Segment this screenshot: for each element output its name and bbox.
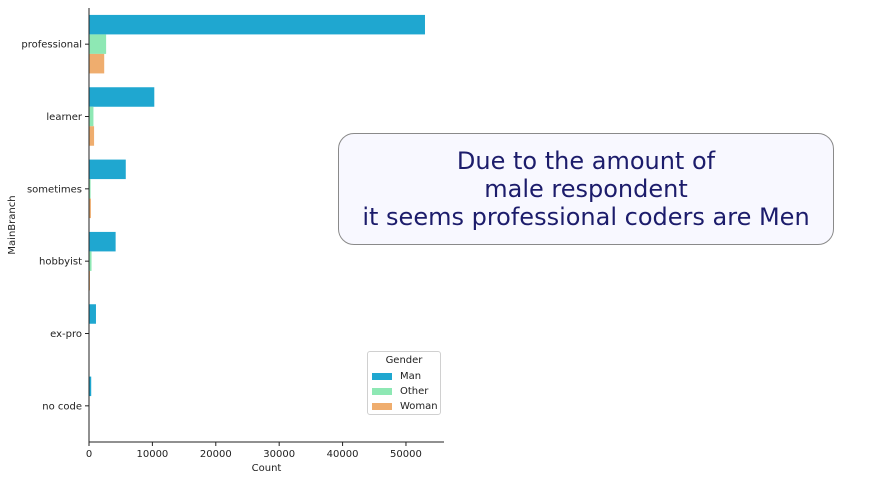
bar-woman-professional <box>89 53 105 74</box>
bar-man-hobbyist <box>89 231 116 252</box>
y-tick-label: hobbyist <box>39 257 82 268</box>
bar-other-learner <box>89 106 94 127</box>
legend-swatch-man <box>372 373 392 380</box>
x-tick-label: 0 <box>86 449 92 460</box>
legend-item-other: Other <box>368 384 440 399</box>
x-tick-label: 30000 <box>263 449 295 460</box>
y-tick-label: ex-pro <box>50 329 82 340</box>
legend: Gender Man Other Woman <box>367 351 441 415</box>
bar-man-learner <box>89 87 155 107</box>
bar-man-professional <box>89 14 425 35</box>
annotation-line-1: Due to the amount of <box>456 147 716 175</box>
x-axis-label: Count <box>252 463 282 474</box>
bar-man-no-code <box>89 376 92 397</box>
legend-label-other: Other <box>400 386 429 397</box>
y-tick-label: no code <box>42 401 82 412</box>
bar-other-sometimes <box>89 179 91 199</box>
bar-man-sometimes <box>89 159 126 180</box>
y-tick-label: professional <box>21 40 82 51</box>
y-tick-label: learner <box>46 112 82 123</box>
legend-swatch-other <box>372 388 392 395</box>
bar-woman-sometimes <box>89 198 91 219</box>
y-tick-label: sometimes <box>27 184 82 195</box>
legend-label-man: Man <box>400 371 422 382</box>
x-tick-label: 20000 <box>200 449 232 460</box>
bar-man-ex-pro <box>89 304 96 324</box>
legend-item-man: Man <box>368 369 440 384</box>
annotation-line-3: it seems professional coders are Men <box>362 203 810 231</box>
bar-other-professional <box>89 34 107 54</box>
annotation-box: Due to the amount of male respondent it … <box>338 133 834 245</box>
x-tick-label: 50000 <box>390 449 422 460</box>
y-axis-label: MainBranch <box>7 195 18 254</box>
legend-item-woman: Woman <box>368 399 440 414</box>
legend-swatch-woman <box>372 403 392 410</box>
legend-label-woman: Woman <box>400 401 438 412</box>
x-tick-label: 40000 <box>327 449 359 460</box>
annotation-line-2: male respondent <box>484 175 688 203</box>
bar-other-hobbyist <box>89 251 92 271</box>
legend-title: Gender <box>385 355 423 366</box>
x-tick-label: 10000 <box>136 449 168 460</box>
axes-group: professional learner sometimes hobbyist ex-p… <box>21 8 444 460</box>
bar-woman-learner <box>89 126 95 146</box>
